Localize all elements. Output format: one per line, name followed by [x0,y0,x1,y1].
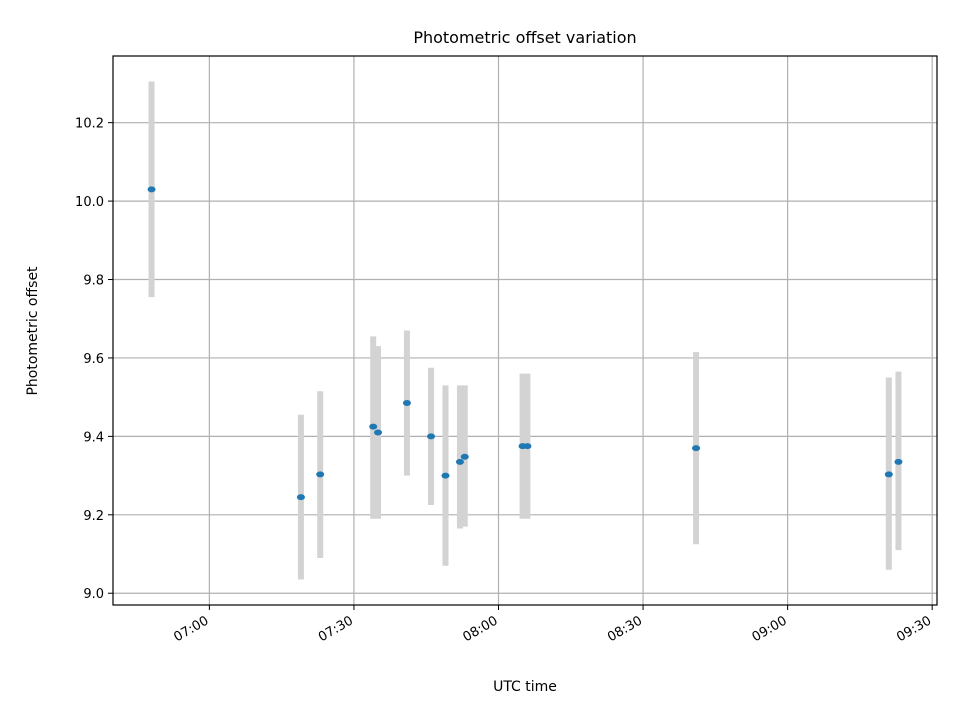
x-axis-label: UTC time [493,679,557,695]
data-point [402,400,411,407]
y-tick-label: 9.6 [83,352,104,367]
x-tick-label: 08:00 [461,613,501,645]
data-point [427,433,436,440]
x-tick-label: 07:30 [316,613,356,645]
data-point [369,423,378,430]
data-point [441,472,450,479]
data-point [894,458,903,465]
chart-title: Photometric offset variation [413,28,636,47]
x-tick-label: 09:00 [750,613,790,645]
x-tick-label: 09:30 [894,613,934,645]
data-point [316,471,325,478]
x-tick-label: 07:00 [171,613,211,645]
data-point [460,453,469,460]
y-tick-label: 9.0 [83,587,104,602]
data-point [455,458,464,465]
y-axis-label: Photometric offset [25,266,41,396]
data-point [884,471,893,478]
y-tick-label: 10.0 [75,195,104,210]
x-tick-label: 08:30 [605,613,645,645]
y-axis-ticks: 9.0 9.2 9.4 9.6 9.8 10.0 10.2 [75,117,113,602]
x-axis-ticks: 07:00 07:30 08:00 08:30 09:00 09:30 [171,605,934,645]
data-point [147,186,156,193]
plot-frame [112,55,938,606]
y-tick-label: 9.8 [83,274,104,289]
data-point [523,443,532,450]
data-points [147,186,903,501]
data-point [374,429,383,436]
y-tick-label: 9.4 [83,430,104,445]
data-point [692,445,701,452]
y-tick-label: 10.2 [75,117,104,132]
plot-background [113,56,937,605]
data-point [296,494,305,501]
y-tick-label: 9.2 [83,509,104,524]
